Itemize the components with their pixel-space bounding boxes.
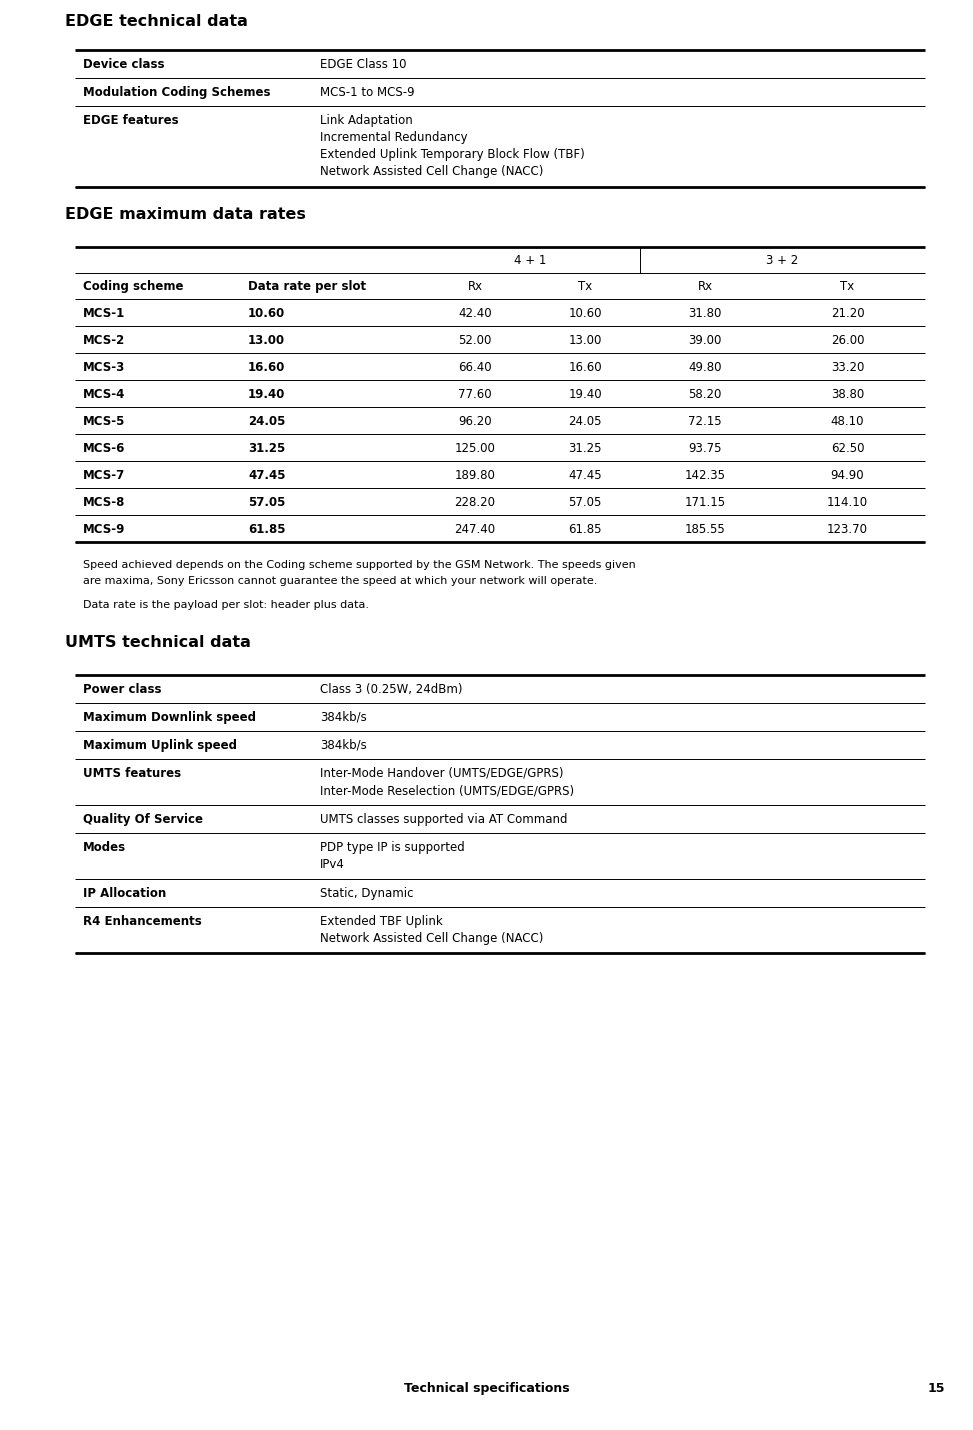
Text: 10.60: 10.60 bbox=[248, 307, 285, 320]
Text: 62.50: 62.50 bbox=[831, 442, 864, 455]
Text: Extended Uplink Temporary Block Flow (TBF): Extended Uplink Temporary Block Flow (TB… bbox=[320, 147, 585, 162]
Text: MCS-3: MCS-3 bbox=[83, 360, 126, 375]
Text: 26.00: 26.00 bbox=[831, 335, 864, 347]
Text: Technical specifications: Technical specifications bbox=[404, 1381, 569, 1396]
Text: MCS-1: MCS-1 bbox=[83, 307, 126, 320]
Text: 61.85: 61.85 bbox=[568, 523, 601, 536]
Text: MCS-5: MCS-5 bbox=[83, 415, 126, 428]
Text: Device class: Device class bbox=[83, 59, 164, 72]
Text: PDP type IP is supported: PDP type IP is supported bbox=[320, 841, 465, 854]
Text: Coding scheme: Coding scheme bbox=[83, 280, 184, 293]
Text: 228.20: 228.20 bbox=[454, 496, 495, 509]
Text: 384kb/s: 384kb/s bbox=[320, 711, 367, 724]
Text: 13.00: 13.00 bbox=[248, 335, 285, 347]
Text: 66.40: 66.40 bbox=[458, 360, 491, 375]
Text: 72.15: 72.15 bbox=[688, 415, 722, 428]
Text: 3 + 2: 3 + 2 bbox=[767, 255, 799, 267]
Text: Link Adaptation: Link Adaptation bbox=[320, 114, 413, 127]
Text: 19.40: 19.40 bbox=[568, 388, 602, 400]
Text: Maximum Uplink speed: Maximum Uplink speed bbox=[83, 739, 237, 752]
Text: 58.20: 58.20 bbox=[688, 388, 722, 400]
Text: 96.20: 96.20 bbox=[458, 415, 491, 428]
Text: MCS-2: MCS-2 bbox=[83, 335, 126, 347]
Text: Class 3 (0.25W, 24dBm): Class 3 (0.25W, 24dBm) bbox=[320, 684, 462, 696]
Text: 42.40: 42.40 bbox=[458, 307, 491, 320]
Text: R4 Enhancements: R4 Enhancements bbox=[83, 915, 201, 928]
Text: Network Assisted Cell Change (NACC): Network Assisted Cell Change (NACC) bbox=[320, 164, 543, 177]
Text: 114.10: 114.10 bbox=[827, 496, 868, 509]
Text: 31.25: 31.25 bbox=[568, 442, 601, 455]
Text: MCS-7: MCS-7 bbox=[83, 469, 126, 482]
Text: Modulation Coding Schemes: Modulation Coding Schemes bbox=[83, 86, 270, 99]
Text: 47.45: 47.45 bbox=[568, 469, 602, 482]
Text: 93.75: 93.75 bbox=[688, 442, 722, 455]
Text: Power class: Power class bbox=[83, 684, 162, 696]
Text: Rx: Rx bbox=[698, 280, 712, 293]
Text: 61.85: 61.85 bbox=[248, 523, 285, 536]
Text: 48.10: 48.10 bbox=[831, 415, 864, 428]
Text: 247.40: 247.40 bbox=[454, 523, 495, 536]
Text: 57.05: 57.05 bbox=[568, 496, 601, 509]
Text: are maxima, Sony Ericsson cannot guarantee the speed at which your network will : are maxima, Sony Ericsson cannot guarant… bbox=[83, 576, 597, 586]
Text: 189.80: 189.80 bbox=[454, 469, 495, 482]
Text: Tx: Tx bbox=[578, 280, 593, 293]
Text: 31.80: 31.80 bbox=[688, 307, 722, 320]
Text: MCS-9: MCS-9 bbox=[83, 523, 126, 536]
Text: Data rate per slot: Data rate per slot bbox=[248, 280, 366, 293]
Text: 49.80: 49.80 bbox=[688, 360, 722, 375]
Text: 24.05: 24.05 bbox=[568, 415, 601, 428]
Text: 39.00: 39.00 bbox=[688, 335, 722, 347]
Text: Quality Of Service: Quality Of Service bbox=[83, 814, 203, 827]
Text: EDGE features: EDGE features bbox=[83, 114, 179, 127]
Text: MCS-1 to MCS-9: MCS-1 to MCS-9 bbox=[320, 86, 414, 99]
Text: 33.20: 33.20 bbox=[831, 360, 864, 375]
Text: 21.20: 21.20 bbox=[831, 307, 864, 320]
Text: Maximum Downlink speed: Maximum Downlink speed bbox=[83, 711, 256, 724]
Text: 19.40: 19.40 bbox=[248, 388, 285, 400]
Text: 10.60: 10.60 bbox=[568, 307, 601, 320]
Text: IPv4: IPv4 bbox=[320, 858, 344, 871]
Text: Modes: Modes bbox=[83, 841, 126, 854]
Text: 94.90: 94.90 bbox=[831, 469, 864, 482]
Text: IP Allocation: IP Allocation bbox=[83, 887, 166, 899]
Text: 38.80: 38.80 bbox=[831, 388, 864, 400]
Text: Inter-Mode Handover (UMTS/EDGE/GPRS): Inter-Mode Handover (UMTS/EDGE/GPRS) bbox=[320, 766, 563, 779]
Text: 384kb/s: 384kb/s bbox=[320, 739, 367, 752]
Text: 16.60: 16.60 bbox=[568, 360, 602, 375]
Text: UMTS features: UMTS features bbox=[83, 766, 181, 779]
Text: 13.00: 13.00 bbox=[568, 335, 601, 347]
Text: 171.15: 171.15 bbox=[684, 496, 726, 509]
Text: Tx: Tx bbox=[841, 280, 854, 293]
Text: MCS-4: MCS-4 bbox=[83, 388, 126, 400]
Text: 24.05: 24.05 bbox=[248, 415, 285, 428]
Text: Network Assisted Cell Change (NACC): Network Assisted Cell Change (NACC) bbox=[320, 932, 543, 945]
Text: EDGE Class 10: EDGE Class 10 bbox=[320, 59, 407, 72]
Text: Incremental Redundancy: Incremental Redundancy bbox=[320, 132, 468, 144]
Text: Inter-Mode Reselection (UMTS/EDGE/GPRS): Inter-Mode Reselection (UMTS/EDGE/GPRS) bbox=[320, 784, 574, 797]
Text: 125.00: 125.00 bbox=[454, 442, 495, 455]
Text: 142.35: 142.35 bbox=[684, 469, 726, 482]
Text: 123.70: 123.70 bbox=[827, 523, 868, 536]
Text: Rx: Rx bbox=[467, 280, 483, 293]
Text: 4 + 1: 4 + 1 bbox=[514, 255, 546, 267]
Text: 31.25: 31.25 bbox=[248, 442, 285, 455]
Text: 15: 15 bbox=[927, 1381, 945, 1396]
Text: UMTS classes supported via AT Command: UMTS classes supported via AT Command bbox=[320, 814, 567, 827]
Text: EDGE maximum data rates: EDGE maximum data rates bbox=[65, 207, 306, 222]
Text: Static, Dynamic: Static, Dynamic bbox=[320, 887, 414, 899]
Text: 47.45: 47.45 bbox=[248, 469, 285, 482]
Text: UMTS technical data: UMTS technical data bbox=[65, 635, 251, 651]
Text: 185.55: 185.55 bbox=[685, 523, 726, 536]
Text: Extended TBF Uplink: Extended TBF Uplink bbox=[320, 915, 443, 928]
Text: 16.60: 16.60 bbox=[248, 360, 285, 375]
Text: 52.00: 52.00 bbox=[458, 335, 491, 347]
Text: EDGE technical data: EDGE technical data bbox=[65, 14, 248, 29]
Text: MCS-8: MCS-8 bbox=[83, 496, 126, 509]
Text: 77.60: 77.60 bbox=[458, 388, 491, 400]
Text: Speed achieved depends on the Coding scheme supported by the GSM Network. The sp: Speed achieved depends on the Coding sch… bbox=[83, 561, 635, 571]
Text: Data rate is the payload per slot: header plus data.: Data rate is the payload per slot: heade… bbox=[83, 601, 369, 611]
Text: 57.05: 57.05 bbox=[248, 496, 285, 509]
Text: MCS-6: MCS-6 bbox=[83, 442, 126, 455]
